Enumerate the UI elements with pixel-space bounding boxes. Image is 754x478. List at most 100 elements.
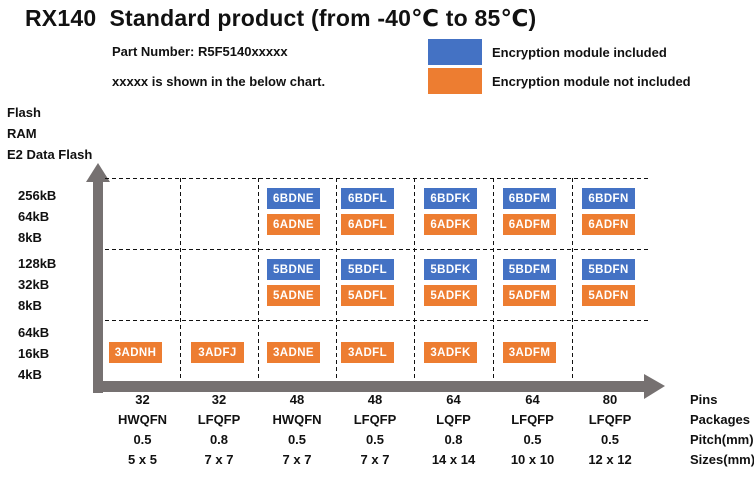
grid-vline-4 [414, 178, 415, 381]
grid-vline-2 [258, 178, 259, 381]
y-axis-arrow-icon [86, 163, 110, 182]
ram-size-label: 16kB [18, 346, 50, 361]
size-value: 5 x 5 [128, 452, 157, 467]
pins-value: 48 [289, 392, 305, 407]
part-code-5BDFN: 5BDFN [582, 259, 635, 280]
memory-group-3: 64kB 16kB 4kB [18, 322, 49, 385]
grid-vline-3 [336, 178, 337, 381]
pitch-value: 0.5 [600, 432, 620, 447]
pins-header: Pins [690, 392, 718, 407]
part-code-6BDFN: 6BDFN [582, 188, 635, 209]
part-code-3ADFL: 3ADFL [341, 342, 394, 363]
packages-header: Packages [690, 412, 750, 427]
part-code-6ADFM: 6ADFM [503, 214, 556, 235]
e2-size-label: 8kB [18, 298, 42, 313]
part-code-6ADFN: 6ADFN [582, 214, 635, 235]
ram-size-label: 64kB [18, 209, 50, 224]
memory-group-1: 256kB 64kB 8kB [18, 185, 56, 248]
part-code-3ADNH: 3ADNH [109, 342, 162, 363]
legend-item-included: Encryption module included [428, 39, 667, 65]
pins-value: 32 [135, 392, 150, 407]
x-axis-column-1: 32 HWQFN 0.5 5 x 5 [105, 390, 180, 470]
x-axis-row-headers: Pins Packages Pitch(mm) Sizes(mm) [690, 390, 754, 470]
part-code-6BDNE: 6BDNE [267, 188, 320, 209]
part-code-3ADNE: 3ADNE [267, 342, 320, 363]
legend-swatch-included [428, 39, 482, 65]
size-value: 10 x 10 [510, 452, 555, 467]
x-axis-column-7: 80 LFQFP 0.5 12 x 12 [572, 390, 648, 470]
size-value: 7 x 7 [360, 452, 390, 467]
pitch-value: 0.5 [133, 432, 152, 447]
pins-value: 48 [367, 392, 383, 407]
part-number-note: xxxxx is shown in the below chart. [112, 74, 326, 89]
e2-size-label: 8kB [18, 230, 42, 245]
pitch-value: 0.8 [444, 432, 463, 447]
part-code-6BDFL: 6BDFL [341, 188, 394, 209]
pins-value: 64 [446, 392, 461, 407]
grid-hline-2 [105, 249, 648, 250]
e2-size-label: 4kB [18, 367, 42, 382]
part-code-5ADNE: 5ADNE [267, 285, 320, 306]
x-axis-column-6: 64 LFQFP 0.5 10 x 10 [493, 390, 572, 470]
x-axis-arrow-icon [644, 374, 665, 399]
size-value: 7 x 7 [204, 452, 234, 467]
legend-label-not-included: Encryption module not included [492, 73, 691, 89]
ram-size-label: 32kB [18, 277, 50, 292]
package-value: HWQFN [272, 412, 322, 427]
flash-size-label: 256kB [18, 188, 57, 203]
grid-hline-1 [105, 178, 648, 179]
page-title: RX140 Standard product (from -40℃ to 85℃… [25, 5, 537, 31]
pins-value: 80 [602, 392, 618, 407]
x-axis-column-2: 32 LFQFP 0.8 7 x 7 [180, 390, 258, 470]
part-code-5BDFM: 5BDFM [503, 259, 556, 280]
x-axis-column-4: 48 LFQFP 0.5 7 x 7 [336, 390, 414, 470]
pitch-value: 0.5 [287, 432, 307, 447]
pins-value: 64 [525, 392, 540, 407]
package-value: HWQFN [117, 412, 168, 427]
part-code-5ADFK: 5ADFK [424, 285, 477, 306]
flash-size-label: 128kB [18, 256, 57, 271]
size-value: 12 x 12 [588, 452, 632, 467]
pitch-header: Pitch(mm) [690, 432, 754, 447]
pitch-value: 0.5 [365, 432, 385, 447]
part-code-6ADFK: 6ADFK [424, 214, 477, 235]
e2-data-flash-header: E2 Data Flash [7, 147, 93, 162]
package-value: LFQFP [511, 412, 554, 427]
x-axis-column-3: 48 HWQFN 0.5 7 x 7 [258, 390, 336, 470]
ram-header: RAM [7, 126, 37, 141]
part-code-6BDFK: 6BDFK [424, 188, 477, 209]
package-value: LFQFP [588, 412, 632, 427]
legend-label-included: Encryption module included [492, 44, 667, 60]
part-number-label: Part Number: R5F5140xxxxx [112, 44, 288, 59]
x-axis-line [93, 381, 644, 392]
part-code-5ADFM: 5ADFM [503, 285, 556, 306]
sizes-header: Sizes(mm) [690, 452, 754, 467]
part-code-3ADFJ: 3ADFJ [191, 342, 244, 363]
package-value: LFQFP [197, 412, 241, 427]
grid-vline-6 [572, 178, 573, 381]
part-code-3ADFM: 3ADFM [503, 342, 556, 363]
size-value: 14 x 14 [431, 452, 476, 467]
part-code-6ADFL: 6ADFL [341, 214, 394, 235]
part-code-3ADFK: 3ADFK [424, 342, 477, 363]
pins-value: 32 [211, 392, 227, 407]
size-value: 7 x 7 [282, 452, 312, 467]
package-value: LQFP [436, 412, 471, 427]
part-code-5BDFL: 5BDFL [341, 259, 394, 280]
pitch-value: 0.5 [523, 432, 542, 447]
part-code-5BDFK: 5BDFK [424, 259, 477, 280]
part-code-5ADFL: 5ADFL [341, 285, 394, 306]
x-axis-column-5: 64 LQFP 0.8 14 x 14 [414, 390, 493, 470]
part-code-6ADNE: 6ADNE [267, 214, 320, 235]
part-code-5BDNE: 5BDNE [267, 259, 320, 280]
pitch-value: 0.8 [209, 432, 229, 447]
grid-hline-3 [105, 320, 648, 321]
flash-size-label: 64kB [18, 325, 50, 340]
legend-swatch-not-included [428, 68, 482, 94]
legend-item-not-included: Encryption module not included [428, 68, 691, 94]
grid-vline-5 [493, 178, 494, 381]
y-axis-line [93, 180, 103, 393]
flash-header: Flash [7, 105, 41, 120]
part-code-6BDFM: 6BDFM [503, 188, 556, 209]
